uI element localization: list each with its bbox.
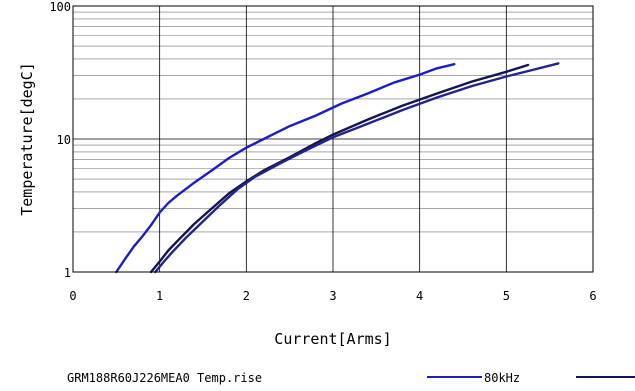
x-tick-label: 2 <box>243 289 250 303</box>
legend-title: GRM188R60J226MEA0 Temp.rise <box>67 371 262 385</box>
y-tick-label: 100 <box>49 0 71 14</box>
x-tick-label: 6 <box>589 289 596 303</box>
x-tick-label: 1 <box>156 289 163 303</box>
series-layer <box>115 62 560 274</box>
series-line-3 <box>154 62 560 274</box>
y-axis-title: Temperature[degC] <box>18 62 36 216</box>
series-line-2 <box>149 63 530 274</box>
y-tick-labels: 1 10 100 <box>49 0 71 280</box>
plot-frame <box>72 5 594 273</box>
x-tick-label: 0 <box>69 289 76 303</box>
x-tick-label: 4 <box>416 289 423 303</box>
x-tick-label: 5 <box>503 289 510 303</box>
x-tick-labels: 0 1 2 3 4 5 6 <box>69 289 596 303</box>
y-tick-label: 1 <box>64 266 71 280</box>
y-tick-label: 10 <box>57 133 71 147</box>
legend: GRM188R60J226MEA0 Temp.rise 80kHz <box>67 371 635 385</box>
legend-label-80khz: 80kHz <box>484 371 520 385</box>
x-tick-label: 3 <box>329 289 336 303</box>
x-axis-title: Current[Arms] <box>274 330 391 348</box>
series-line-1 <box>115 62 456 274</box>
